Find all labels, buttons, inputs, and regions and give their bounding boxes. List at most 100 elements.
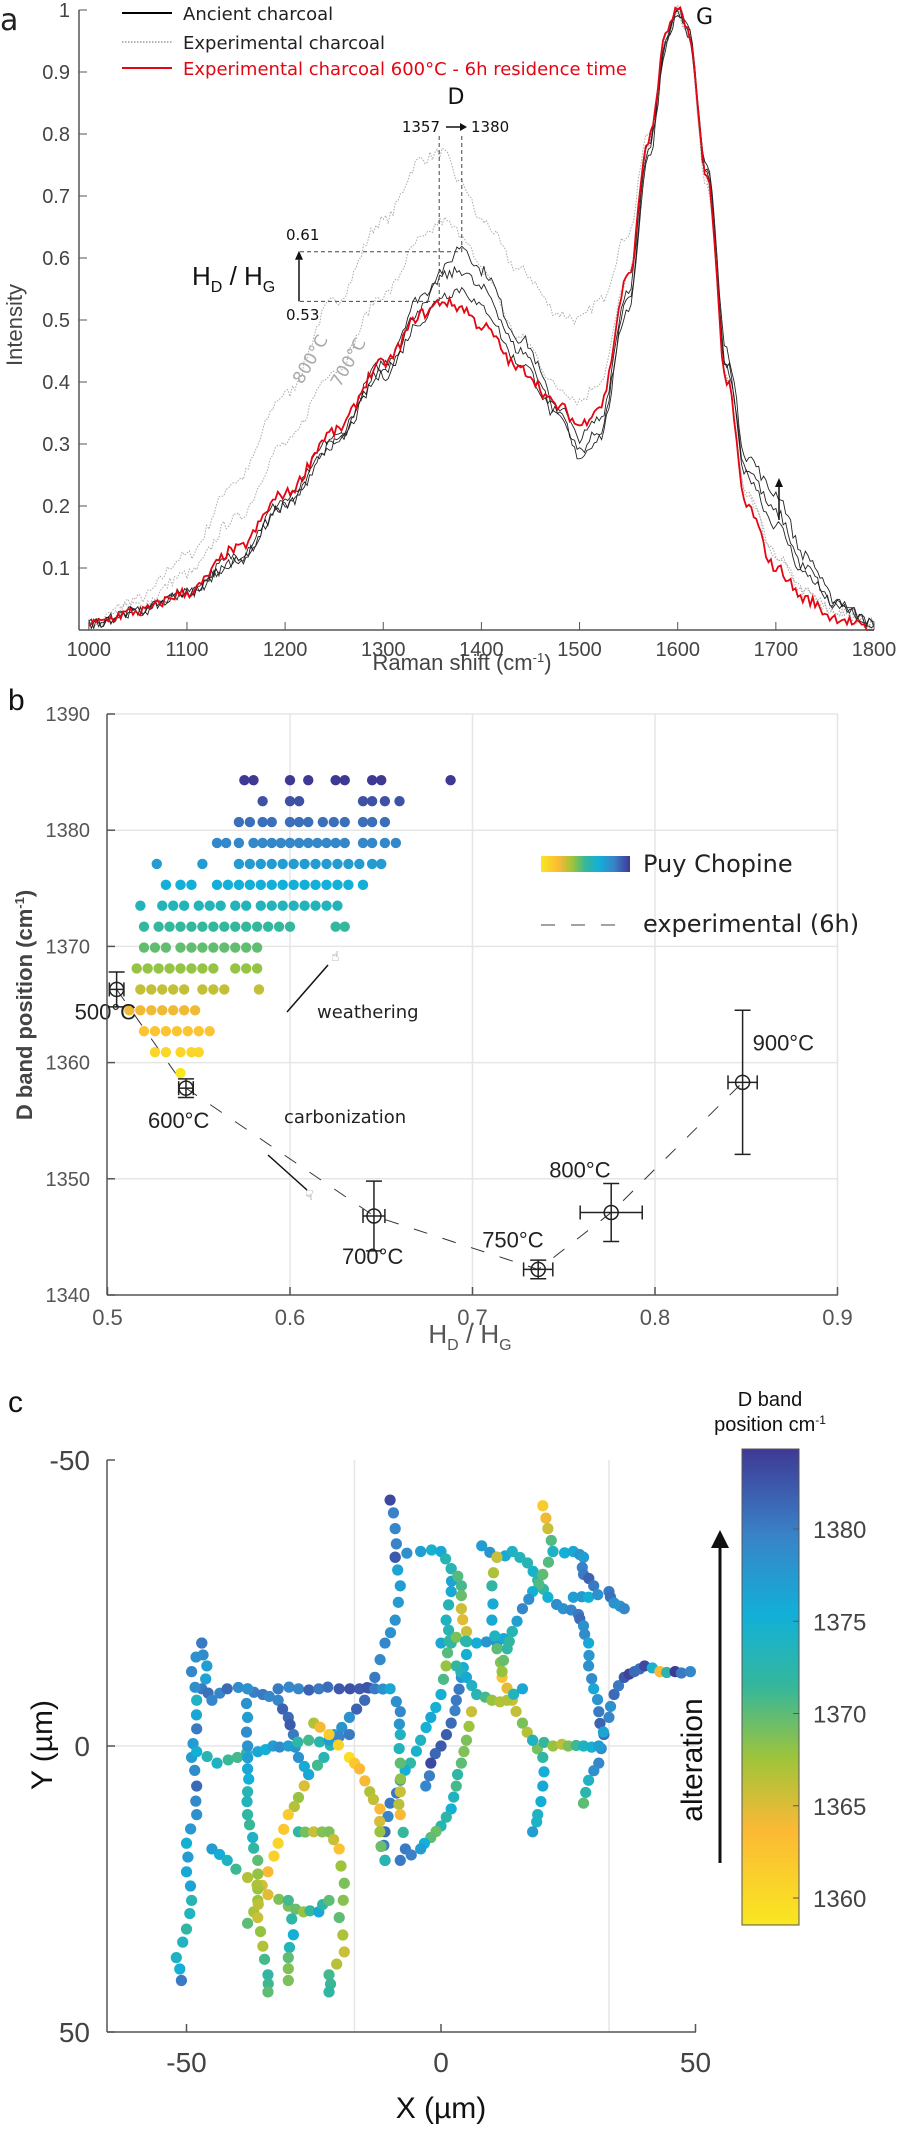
map-point xyxy=(374,1815,386,1828)
data-point-puy-chopine xyxy=(303,837,314,849)
map-point xyxy=(379,1854,391,1866)
map-point xyxy=(211,1757,223,1769)
map-point xyxy=(384,1797,396,1809)
map-point xyxy=(170,1952,182,1964)
map-point xyxy=(415,1545,427,1558)
data-point-puy-chopine xyxy=(168,984,179,995)
legend-label-ancient: Ancient charcoal xyxy=(183,4,333,25)
map-point xyxy=(583,1591,595,1603)
map-point xyxy=(174,1963,186,1975)
data-point-puy-chopine xyxy=(251,942,263,953)
data-point-puy-chopine xyxy=(244,816,256,828)
data-point-puy-chopine xyxy=(241,942,252,953)
map-point xyxy=(333,1912,345,1924)
data-point-puy-chopine xyxy=(277,858,288,870)
data-point-puy-chopine xyxy=(299,900,310,911)
alteration-label: alteration xyxy=(676,1698,709,1821)
data-point-puy-chopine xyxy=(186,879,197,891)
data-point-puy-chopine xyxy=(332,858,343,870)
map-point xyxy=(450,1631,462,1643)
map-point xyxy=(374,1803,386,1815)
data-point-puy-chopine xyxy=(149,1026,161,1037)
experimental-point-label: 600°C xyxy=(148,1108,210,1133)
map-point xyxy=(425,1711,437,1723)
map-point xyxy=(185,1666,198,1678)
map-point xyxy=(394,1757,406,1769)
data-point-puy-chopine xyxy=(357,816,369,828)
map-point xyxy=(591,1693,604,1706)
data-point-puy-chopine xyxy=(193,1046,204,1058)
map-point xyxy=(384,1627,397,1639)
map-point xyxy=(180,1866,193,1878)
data-point-puy-chopine xyxy=(146,1005,157,1016)
map-point xyxy=(420,1780,432,1792)
data-point-puy-chopine xyxy=(366,816,378,828)
ratio-arrow-head-icon xyxy=(295,250,303,260)
data-point-puy-chopine xyxy=(230,921,241,932)
map-point xyxy=(460,1671,473,1683)
data-point-puy-chopine xyxy=(138,921,150,932)
map-point xyxy=(242,1752,254,1764)
pointing-hand-icon-up: ☝ xyxy=(331,949,340,965)
map-point xyxy=(577,1620,590,1632)
puy-chopine-scatter xyxy=(124,775,456,1079)
data-point-puy-chopine xyxy=(257,816,268,828)
map-point xyxy=(423,1770,436,1782)
map-point xyxy=(182,1851,194,1863)
ratio-high-label: 0.61 xyxy=(286,226,319,244)
data-point-puy-chopine xyxy=(284,816,296,828)
map-point xyxy=(603,1711,615,1723)
data-point-puy-chopine xyxy=(160,1026,172,1037)
panel-label-b: b xyxy=(8,684,25,717)
data-point-puy-chopine xyxy=(288,858,299,870)
data-point-puy-chopine xyxy=(178,1005,190,1016)
experimental-point-900c: 900°C xyxy=(727,1009,814,1156)
map-point xyxy=(254,1925,267,1938)
data-point-puy-chopine xyxy=(445,775,456,786)
data-point-puy-chopine xyxy=(288,879,299,891)
map-point xyxy=(282,1809,294,1821)
data-point-puy-chopine xyxy=(288,900,299,911)
map-point xyxy=(527,1565,539,1577)
map-point xyxy=(523,1593,535,1605)
ticks-c: -50 0 50 -50 0 50 xyxy=(50,1445,712,2078)
map-point xyxy=(453,1683,465,1695)
data-point-puy-chopine xyxy=(284,795,296,807)
data-point-puy-chopine xyxy=(193,900,204,911)
experimental-point-700c: 700°C xyxy=(342,1180,404,1269)
map-point xyxy=(262,1866,274,1878)
map-point xyxy=(201,1660,213,1672)
y-tick-label-a: 0.9 xyxy=(42,62,70,84)
data-point-puy-chopine xyxy=(366,837,378,849)
map-point xyxy=(486,1614,498,1626)
map-point xyxy=(252,1868,264,1880)
x-axis-label-a: Raman shift (cm-1) xyxy=(372,650,551,675)
y-tick-label-b: 1360 xyxy=(46,1053,91,1075)
experimental-point-label: 700°C xyxy=(342,1244,404,1269)
map-point xyxy=(538,1766,550,1778)
map-point xyxy=(420,1721,432,1734)
x-axis-label-b: HD / HG xyxy=(428,1319,511,1354)
x-tick-label-a: 1600 xyxy=(655,639,700,661)
map-point xyxy=(190,1651,202,1663)
map-point xyxy=(455,1589,467,1602)
map-point xyxy=(252,1912,264,1924)
y-tick-label-a: 0.1 xyxy=(42,558,70,580)
map-point xyxy=(252,1898,264,1910)
map-point xyxy=(535,1795,547,1808)
ticks-a: 1000 1100 1200 1300 1400 1500 1600 1700 1800 0.1 0… xyxy=(42,0,896,661)
data-point-puy-chopine xyxy=(293,816,305,828)
colorbar-title-line2: position cm-1 xyxy=(714,1413,826,1436)
map-point xyxy=(586,1673,598,1685)
data-point-puy-chopine xyxy=(266,858,277,870)
data-point-puy-chopine xyxy=(182,1026,193,1037)
map-point xyxy=(282,1952,294,1964)
map-point xyxy=(390,1538,402,1550)
y-tick-label-a: 0.4 xyxy=(42,372,70,394)
x-tick-label-b: 0.8 xyxy=(640,1305,671,1330)
map-point xyxy=(201,1750,213,1763)
map-point xyxy=(661,1666,673,1679)
data-point-puy-chopine xyxy=(193,1026,204,1037)
data-point-puy-chopine xyxy=(379,837,391,849)
